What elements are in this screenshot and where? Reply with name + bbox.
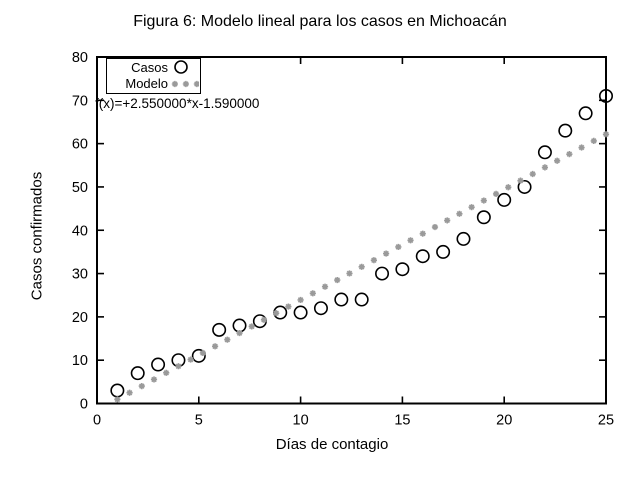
modelo-point (578, 144, 585, 151)
y-tick-label: 70 (72, 93, 88, 109)
x-tick-label: 25 (598, 413, 614, 429)
x-tick-label: 10 (293, 413, 309, 429)
modelo-point (248, 323, 255, 330)
modelo-point (309, 290, 316, 297)
legend-label-casos: Casos (131, 59, 168, 75)
modelo-point (505, 184, 512, 191)
casos-point (436, 244, 451, 259)
x-tick-label: 15 (394, 413, 410, 429)
modelo-point (566, 151, 573, 158)
modelo-point (126, 389, 133, 396)
chart-title: Figura 6: Modelo lineal para los casos e… (133, 13, 507, 30)
casos-point (558, 123, 573, 138)
modelo-point (602, 131, 610, 138)
modelo-point (444, 217, 451, 224)
x-tick-label: 20 (496, 413, 512, 429)
casos-point (130, 366, 145, 381)
casos-point (456, 231, 471, 246)
modelo-point (383, 250, 390, 257)
modelo-point (199, 349, 206, 357)
modelo-point (138, 382, 145, 390)
casos-point (151, 357, 166, 372)
modelo-point (150, 376, 158, 383)
modelo-point (468, 204, 475, 211)
modelo-point (211, 343, 219, 350)
casos-point (110, 383, 125, 398)
casos-point (313, 301, 328, 316)
modelo-point (395, 243, 402, 251)
y-tick-label: 40 (72, 223, 88, 239)
casos-point (598, 88, 613, 103)
modelo-point (321, 283, 329, 290)
casos-point (375, 266, 390, 281)
modelo-point (236, 329, 243, 337)
casos-point (395, 262, 410, 277)
modelo-point (541, 164, 549, 171)
legend-sample-casos (168, 59, 199, 75)
casos-point (415, 249, 430, 264)
casos-point (517, 179, 532, 194)
modelo-point (297, 296, 304, 304)
modelo-point (334, 276, 341, 284)
y-tick-label: 50 (72, 180, 88, 196)
modelo-point (590, 137, 597, 144)
casos-point (232, 318, 247, 333)
modelo-point (456, 210, 463, 217)
open-circle-icon (174, 60, 188, 75)
y-axis-title: Casos confirmados (28, 171, 46, 301)
legend-label-modelo: Modelo (125, 76, 168, 92)
casos-point (354, 292, 369, 307)
casos-point (497, 192, 512, 207)
y-tick-label: 10 (72, 353, 88, 369)
x-tick-label: 0 (93, 413, 101, 429)
modelo-point (407, 237, 414, 244)
modelo-point (480, 197, 487, 204)
casos-point (334, 292, 349, 307)
modelo-point (529, 170, 536, 178)
modelo-point (431, 223, 439, 231)
y-tick-label: 60 (72, 137, 88, 153)
modelo-point (285, 303, 292, 310)
modelo-point (370, 257, 377, 264)
modelo-point (187, 356, 194, 363)
legend-sample-modelo (168, 76, 199, 92)
modelo-point (273, 310, 280, 317)
modelo-point (260, 316, 268, 323)
casos-point (578, 106, 593, 121)
casos-point (212, 322, 227, 337)
casos-point (476, 210, 491, 225)
modelo-point (114, 396, 121, 403)
modelo-point (175, 363, 182, 370)
legend: Casos Modelo (106, 58, 201, 94)
model-equation-annotation: f(x)=+2.550000*x-1.590000 (95, 96, 260, 111)
modelo-point (224, 336, 231, 343)
casos-point (537, 145, 552, 160)
modelo-point (163, 369, 170, 376)
x-axis-title: Días de contagio (275, 436, 389, 453)
modelo-point (346, 270, 353, 277)
casos-point (293, 305, 308, 320)
modelo-point (358, 263, 365, 270)
modelo-point (419, 230, 426, 237)
modelo-point (554, 157, 561, 164)
legend-item-casos: Casos (107, 59, 200, 76)
y-tick-label: 20 (72, 310, 88, 326)
modelo-point (517, 177, 524, 184)
y-tick-label: 30 (72, 267, 88, 283)
y-tick-label: 80 (72, 50, 88, 66)
y-tick-label: 0 (80, 397, 88, 413)
modelo-point (492, 190, 500, 198)
legend-item-modelo: Modelo (107, 76, 200, 93)
x-tick-label: 5 (195, 413, 203, 429)
casos-point (191, 348, 206, 363)
asterisk-dots-icon (171, 80, 199, 87)
